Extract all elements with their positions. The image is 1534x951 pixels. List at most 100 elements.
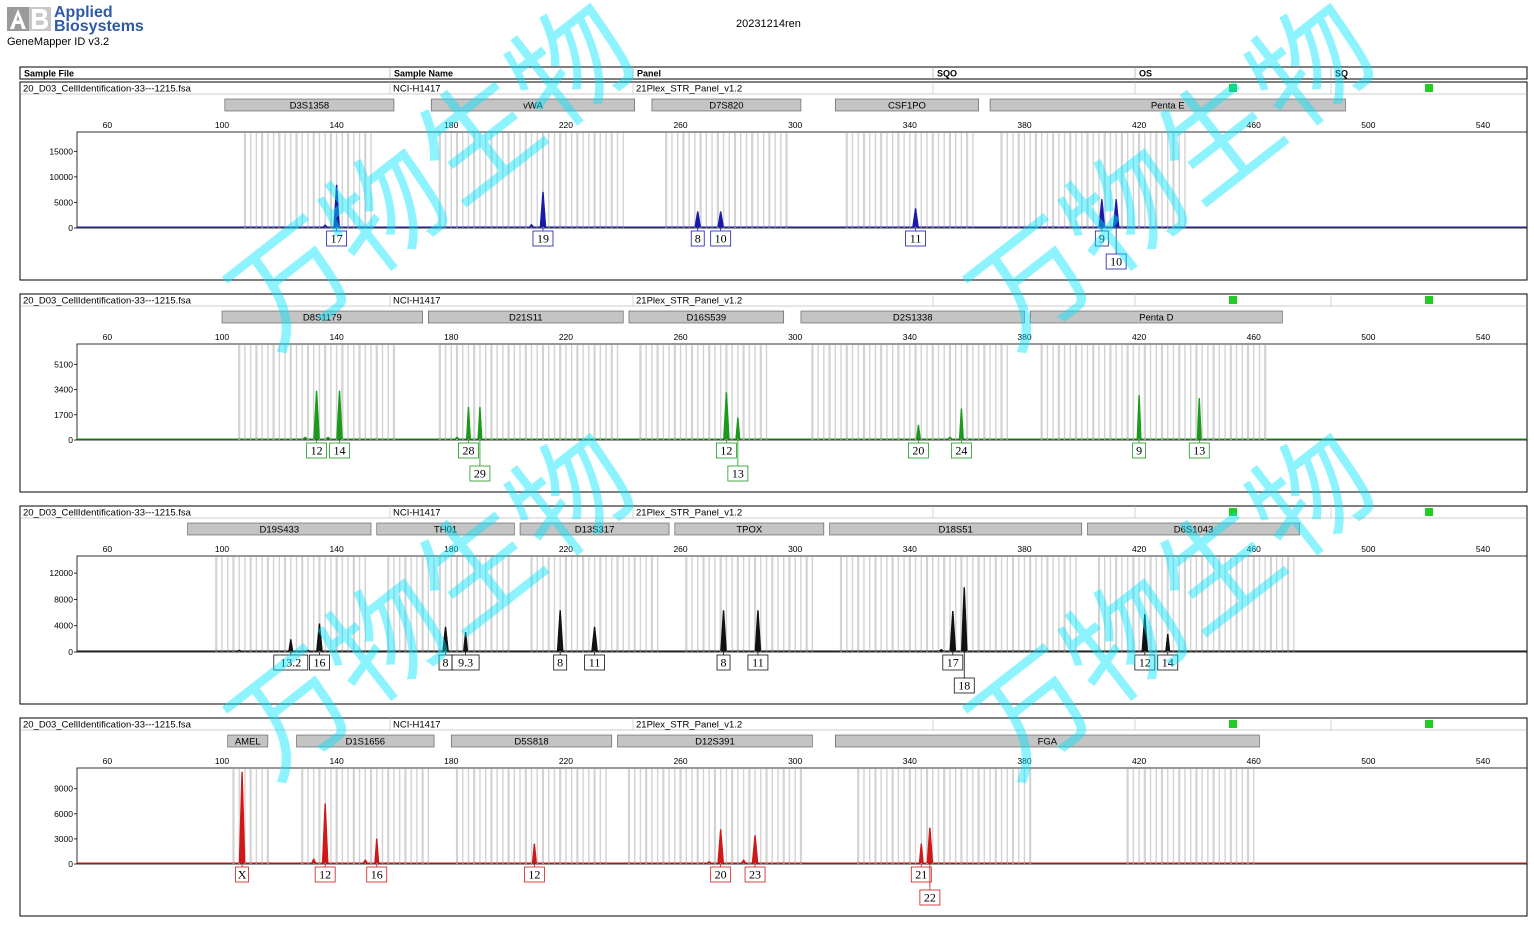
bin-marker — [341, 133, 344, 228]
allele-label-box — [910, 866, 932, 883]
bin-marker — [731, 345, 733, 440]
bin-marker — [736, 557, 739, 652]
bin-marker — [1058, 133, 1060, 228]
bin-marker — [690, 345, 694, 440]
bin-marker — [874, 557, 877, 652]
allele-label: 13 — [1193, 444, 1205, 458]
bin-marker — [937, 345, 940, 440]
bin-marker — [313, 557, 315, 652]
bin-marker — [651, 769, 653, 864]
x-tick-label: 340 — [903, 756, 917, 766]
bin-marker — [874, 345, 877, 440]
bin-marker — [387, 557, 390, 652]
bin-marker — [777, 557, 779, 652]
bin-marker — [1029, 133, 1031, 228]
peak — [706, 861, 713, 864]
bin-marker — [897, 133, 900, 228]
bin-marker — [393, 769, 395, 864]
sample-name: NCI-H1417 — [393, 296, 441, 307]
bin-marker — [972, 133, 974, 228]
bin-marker — [524, 345, 527, 440]
bin-marker — [444, 557, 447, 652]
bin-marker — [1195, 557, 1198, 652]
bin-marker — [719, 769, 722, 864]
allele-label: 22 — [924, 891, 936, 905]
bin-marker — [582, 133, 584, 228]
x-tick-label: 460 — [1247, 120, 1261, 130]
bin-marker — [289, 345, 292, 440]
column-header-5: SQ — [1335, 69, 1348, 79]
peak — [960, 587, 968, 652]
sample-file: 20_D03_CellIdentification-33---1215.fsa — [23, 84, 192, 95]
bin-marker — [1155, 769, 1157, 864]
bin-marker — [674, 769, 676, 864]
allele-label: 16 — [313, 656, 325, 670]
x-tick-label: 540 — [1476, 332, 1490, 342]
bin-marker — [960, 557, 963, 652]
bin-marker — [845, 345, 848, 440]
bin-marker — [960, 769, 963, 864]
bin-marker — [1029, 557, 1032, 652]
bin-marker — [751, 133, 754, 228]
bin-marker — [559, 133, 562, 228]
bin-marker — [1269, 557, 1273, 652]
x-tick-label: 540 — [1476, 544, 1490, 554]
bin-marker — [283, 557, 287, 652]
bin-marker — [639, 769, 642, 864]
bin-marker — [1149, 133, 1152, 228]
bin-marker — [507, 133, 510, 228]
peak — [740, 859, 747, 864]
bin-marker — [318, 133, 321, 228]
bin-marker — [593, 345, 596, 440]
bin-marker — [891, 133, 894, 228]
bin-marker — [455, 769, 459, 864]
bin-marker — [427, 769, 430, 864]
bin-marker — [1167, 345, 1169, 440]
bin-marker — [768, 133, 771, 228]
locus-label: TH01 — [434, 525, 457, 536]
bin-marker — [685, 557, 688, 652]
bin-marker — [1149, 769, 1152, 864]
bin-marker — [785, 133, 788, 228]
x-tick-label: 380 — [1017, 120, 1031, 130]
bin-marker — [479, 133, 481, 228]
os-flag-icon — [1229, 84, 1237, 92]
bin-marker — [1104, 345, 1106, 440]
bin-marker — [656, 769, 659, 864]
bin-marker — [324, 557, 326, 652]
sq-flag-icon — [1425, 508, 1433, 516]
allele-label-box — [309, 654, 330, 671]
bin-marker — [438, 133, 441, 228]
bin-marker — [765, 557, 768, 652]
bin-marker — [886, 769, 888, 864]
bin-marker — [1207, 345, 1209, 440]
allele-label-box — [1188, 442, 1210, 459]
bin-marker — [943, 345, 945, 440]
peak — [477, 407, 483, 440]
bin-marker — [335, 345, 338, 440]
bin-marker — [421, 769, 424, 864]
bin-marker — [757, 133, 759, 228]
bin-marker — [645, 345, 647, 440]
x-tick-label: 260 — [673, 756, 687, 766]
bin-marker — [948, 345, 952, 440]
peak — [723, 392, 730, 440]
bin-marker — [740, 133, 742, 228]
x-tick-label: 140 — [330, 332, 344, 342]
peak — [1196, 398, 1202, 440]
bin-marker — [364, 557, 366, 652]
bin-marker — [1246, 769, 1250, 864]
bin-marker — [1207, 769, 1209, 864]
locus-bar — [674, 522, 825, 536]
bin-marker — [1253, 345, 1255, 440]
bin-marker — [960, 133, 963, 228]
locus-bar — [617, 734, 813, 748]
locus-label: D2S1338 — [893, 313, 933, 324]
bin-marker — [238, 769, 240, 864]
bin-marker — [496, 345, 498, 440]
bin-marker — [473, 557, 476, 652]
bin-marker — [548, 133, 550, 228]
bin-marker — [513, 133, 516, 228]
allele-label: 9 — [1099, 232, 1105, 246]
bin-marker — [330, 557, 332, 652]
